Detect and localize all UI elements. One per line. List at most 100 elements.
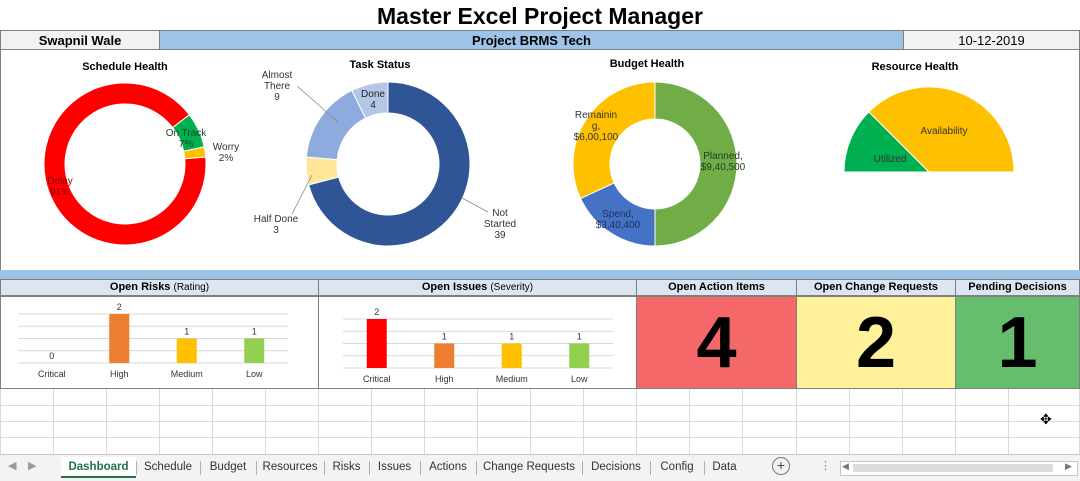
slice-done [351, 81, 389, 119]
health-charts-svg [43, 81, 1015, 247]
tab-data[interactable]: Data [712, 461, 737, 473]
tab-separator [369, 461, 370, 475]
grid-row-line [0, 421, 1080, 422]
issues-bar-medium [501, 343, 522, 368]
spend-label: Spend, $3,40,400 [595, 209, 641, 231]
resource-health-title: Resource Health [871, 61, 959, 73]
scroll-tabs-left-icon[interactable]: ◀ [8, 460, 17, 472]
tab-config[interactable]: Config [660, 461, 694, 473]
almost-there-label: Almost There 9 [261, 70, 293, 103]
tab-risks[interactable]: Risks [332, 461, 361, 473]
tab-separator [476, 461, 477, 475]
not-started-leader-line [461, 197, 489, 213]
task-status-title: Task Status [349, 59, 411, 71]
scroll-tabs-right-icon[interactable]: ▶ [28, 460, 37, 472]
issues-category-medium: Medium [496, 374, 528, 384]
remaining-label: Remainin g, $6,00,100 [573, 110, 619, 143]
open-change-requests-count: 2 [796, 296, 956, 389]
issues-category-high: High [435, 374, 454, 384]
done-label: Done 4 [361, 89, 385, 111]
risks-bar-low [244, 338, 265, 363]
tab-separator [200, 461, 201, 475]
gauge-utilized [843, 111, 931, 173]
issues-bar-low [569, 343, 590, 368]
gauge-availability [868, 86, 1015, 173]
schedule-health-title: Schedule Health [82, 61, 168, 73]
open-risks-bar-chart: 0 Critical 2 High 1 Medium 1 Low [18, 302, 288, 379]
tab-separator [704, 461, 705, 475]
risks-bar-high [109, 314, 130, 363]
pending-decisions-count: 1 [955, 296, 1080, 389]
date-cell[interactable]: 10-12-2019 [903, 30, 1080, 50]
risks-value-high: 2 [117, 302, 122, 312]
almost-there-leader-line [296, 85, 339, 123]
open-issues-header: Open Issues (Severity) [318, 279, 637, 296]
more-options-icon[interactable]: ⋮ [820, 460, 831, 472]
issues-value-high: 1 [442, 332, 447, 342]
half-done-label: Half Done 3 [253, 214, 299, 236]
risks-category-low: Low [246, 369, 263, 379]
tab-dashboard[interactable]: Dashboard [61, 457, 136, 478]
schedule-health-donut [43, 82, 207, 246]
issues-value-critical: 2 [374, 307, 379, 317]
tab-separator [324, 461, 325, 475]
scrollbar-thumb[interactable] [853, 464, 1053, 472]
grid-row-line [0, 405, 1080, 406]
open-risks-header: Open Risks (Rating) [0, 279, 319, 296]
tab-separator [650, 461, 651, 475]
risks-category-high: High [110, 369, 129, 379]
tab-issues[interactable]: Issues [377, 461, 412, 473]
issues-value-medium: 1 [509, 332, 514, 342]
tab-separator [136, 461, 137, 475]
budget-health-title: Budget Health [609, 58, 685, 70]
open-action-items-count: 4 [636, 296, 797, 389]
slice-delay [43, 82, 207, 246]
availability-label: Availability [920, 126, 968, 137]
risks-value-low: 1 [252, 327, 257, 337]
tab-decisions[interactable]: Decisions [591, 461, 641, 473]
project-name-cell[interactable]: Project BRMS Tech [159, 30, 904, 50]
bar-charts-svg: 0 Critical 2 High 1 Medium 1 Low 2 Critical 1 High… [18, 302, 613, 384]
issues-category-critical: Critical [363, 374, 391, 384]
not-started-label: Not Started 39 [483, 208, 517, 241]
tab-schedule[interactable]: Schedule [144, 461, 192, 473]
issues-bar-high [434, 343, 455, 368]
horizontal-scrollbar[interactable]: ◀ ▶ [840, 461, 1078, 476]
on-track-label: On Track 7% [165, 128, 207, 150]
tab-separator [420, 461, 421, 475]
add-sheet-icon[interactable]: + [772, 457, 790, 475]
slice-remaining [572, 81, 656, 200]
tab-separator [582, 461, 583, 475]
tab-separator [256, 461, 257, 475]
issues-bar-critical [366, 319, 387, 368]
scroll-right-icon[interactable]: ▶ [1065, 461, 1072, 471]
risks-category-critical: Critical [38, 369, 66, 379]
slice-not-started [308, 81, 471, 247]
tab-change-requests[interactable]: Change Requests [482, 461, 576, 473]
slice-planned [654, 81, 738, 247]
owner-cell[interactable]: Swapnil Wale [0, 30, 160, 50]
risks-bar-medium [176, 338, 197, 363]
risks-value-critical: 0 [49, 351, 54, 361]
dashboard-title: Master Excel Project Manager [377, 3, 703, 29]
sheet-grid[interactable] [0, 389, 1080, 454]
utilized-label: Utilized [873, 154, 907, 165]
tab-resources[interactable]: Resources [262, 461, 318, 473]
planned-label: Planned, $9,40,500 [700, 151, 746, 173]
worry-label: Worry 2% [212, 142, 240, 164]
issues-value-low: 1 [577, 332, 582, 342]
task-status-donut [305, 81, 471, 247]
pending-decisions-header: Pending Decisions [955, 279, 1080, 296]
resource-health-gauge [843, 86, 1015, 173]
open-change-requests-header: Open Change Requests [796, 279, 956, 296]
tab-budget[interactable]: Budget [209, 461, 247, 473]
tab-actions[interactable]: Actions [429, 461, 467, 473]
section-divider [0, 270, 1080, 279]
open-action-items-header: Open Action Items [636, 279, 797, 296]
risks-value-medium: 1 [184, 327, 189, 337]
sheet-tab-bar: ◀ ▶ Dashboard Schedule Budget Resources Risk… [0, 454, 1080, 481]
budget-health-donut [572, 81, 738, 247]
scroll-left-icon[interactable]: ◀ [842, 461, 849, 471]
cell-cursor-icon: ✥ [1040, 411, 1052, 427]
open-issues-bar-chart: 2 Critical 1 High 1 Medium 1 Low [343, 307, 613, 384]
